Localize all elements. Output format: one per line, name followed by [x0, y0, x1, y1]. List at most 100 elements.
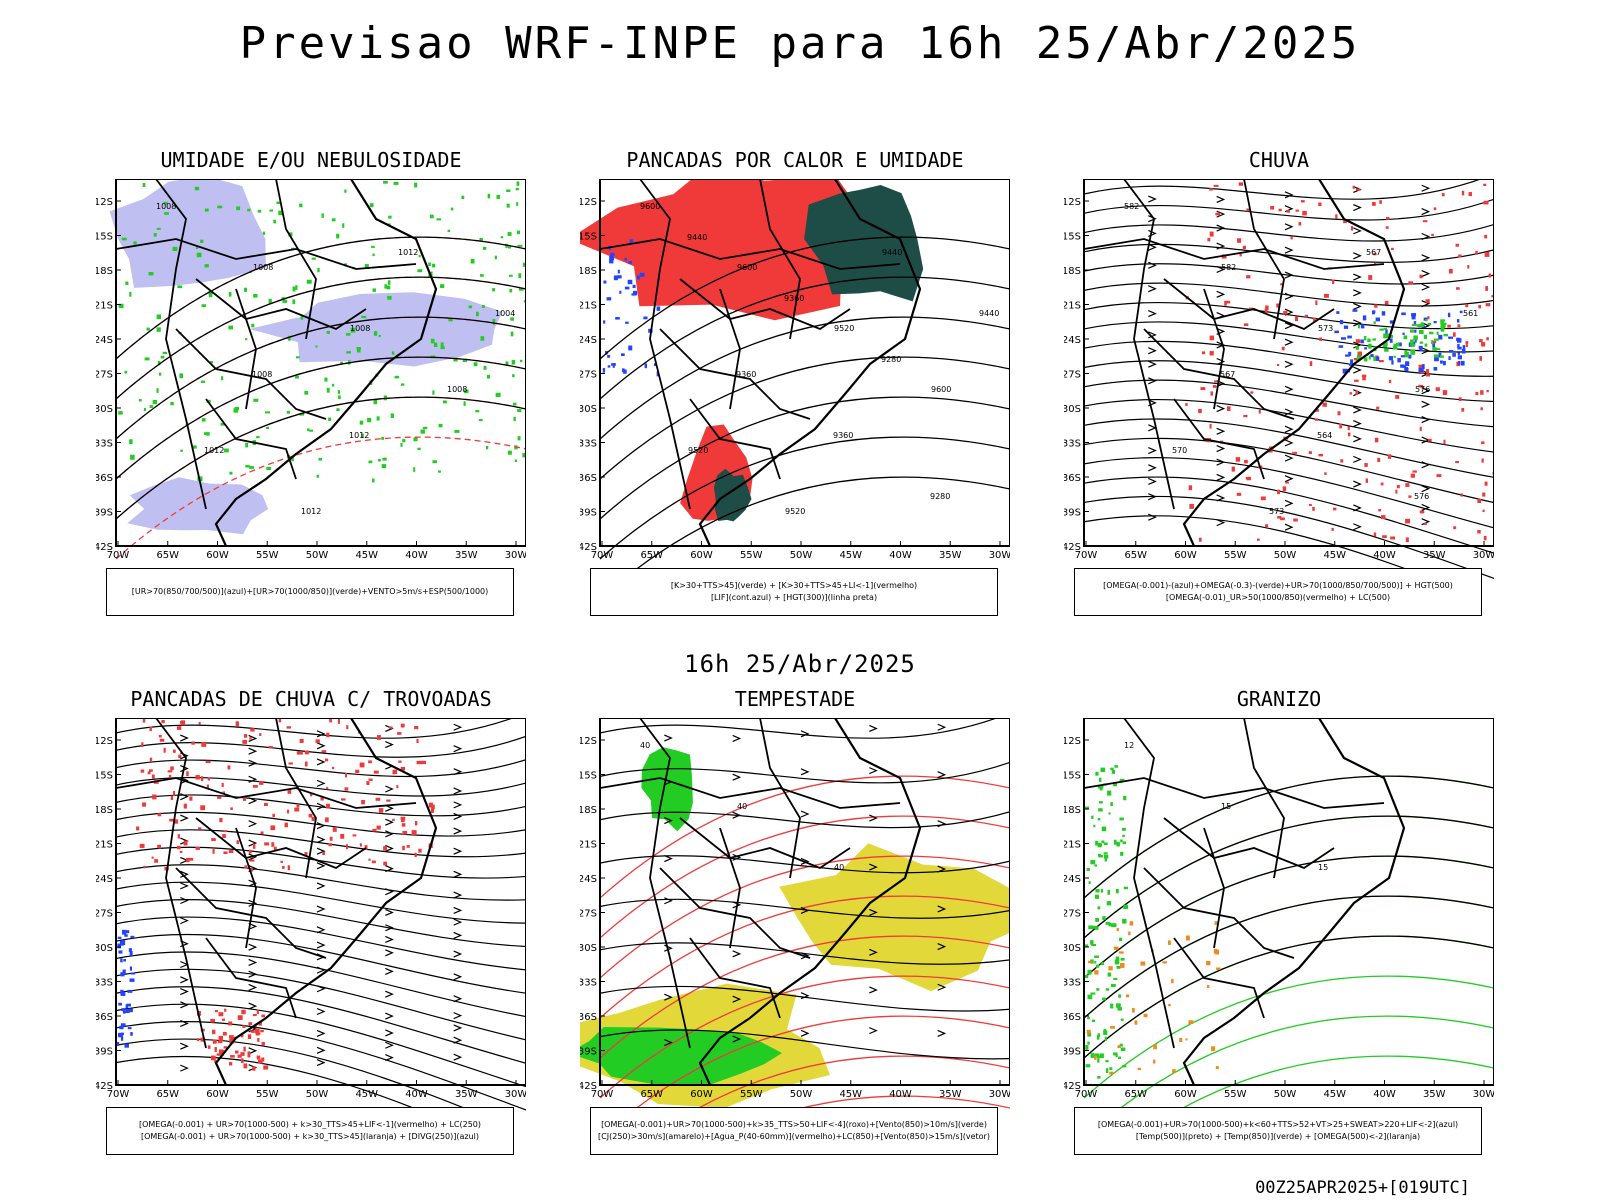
rain-mark — [1379, 200, 1382, 204]
panel-title: PANCADAS DE CHUVA C/ TROVOADAS — [130, 687, 492, 711]
humidity-mark — [344, 189, 347, 193]
lon-label: 35W — [939, 1089, 962, 1100]
thunder-mark — [418, 848, 422, 853]
lat-label: 27S — [580, 370, 597, 381]
streamline — [115, 916, 526, 971]
temp-mark — [1122, 834, 1125, 838]
thunder-mark — [340, 798, 346, 801]
lat-label: 12S — [96, 197, 113, 208]
weather-map: 12151512S15S18S21S24S27S30S33S36S39S42S7… — [1064, 718, 1494, 1118]
rain-mark — [1391, 360, 1394, 365]
rain-mark — [1486, 337, 1489, 341]
humidity-mark — [372, 253, 375, 257]
state-border — [639, 179, 691, 510]
temp-mark — [1095, 889, 1100, 893]
thunder-mark — [286, 809, 290, 814]
lat-label: 36S — [1064, 473, 1081, 484]
humidity-mark — [164, 212, 169, 215]
rain-mark — [1419, 510, 1425, 514]
lif-mark — [644, 363, 648, 369]
humidity-mark — [384, 284, 387, 289]
contour-label: 9440 — [979, 309, 999, 318]
streamline-arrow — [1421, 322, 1431, 330]
rain-mark — [1278, 208, 1282, 212]
rain-mark — [1285, 481, 1289, 484]
thunder-mark — [247, 1034, 252, 1040]
humidity-mark — [517, 436, 521, 441]
rain-mark — [1440, 326, 1445, 332]
rain-mark — [1339, 319, 1344, 325]
streamline-arrow — [732, 995, 742, 1003]
temp-mark — [1122, 841, 1127, 845]
rain-mark — [1453, 526, 1457, 530]
rain-mark — [1410, 473, 1416, 478]
contour-label: 1004 — [495, 309, 515, 318]
rain-mark — [1484, 234, 1488, 239]
rain-mark — [1432, 347, 1437, 352]
humidity-mark — [508, 274, 513, 277]
humidity-mark — [422, 426, 428, 430]
thunder-mark — [321, 750, 327, 753]
temp-mark — [1096, 988, 1100, 991]
humidity-mark — [268, 298, 272, 304]
contour-line — [599, 895, 1010, 1019]
streamline-arrow — [664, 993, 673, 1001]
omega-mark — [1162, 961, 1167, 964]
thunder-mark — [195, 775, 200, 780]
lif-mark — [628, 261, 632, 264]
thunder-mark — [364, 845, 368, 850]
rain-mark — [1423, 334, 1427, 340]
state-border — [175, 328, 327, 420]
thunder-mark — [198, 721, 201, 725]
temp-mark — [1099, 787, 1103, 791]
rain-mark — [1322, 402, 1327, 407]
lon-label: 65W — [156, 550, 179, 561]
lon-label: 30W — [1473, 550, 1494, 561]
humidity-mark — [475, 410, 480, 413]
lif-mark — [606, 297, 612, 301]
streamline-arrow — [1284, 499, 1294, 507]
temp-mark — [1102, 997, 1106, 1001]
rain-mark — [1410, 349, 1416, 354]
temp-mark — [1099, 1053, 1104, 1059]
rain-mark — [1468, 192, 1472, 197]
humidity-mark — [326, 330, 330, 334]
temp-mark — [1109, 1067, 1113, 1070]
streamline-arrow — [664, 855, 673, 863]
humidity-mark — [129, 291, 132, 297]
temp-mark — [1094, 961, 1097, 964]
streamline-arrow — [453, 801, 463, 809]
streamline-arrow — [385, 818, 394, 826]
humidity-mark — [317, 267, 320, 273]
temp-mark — [1123, 904, 1129, 910]
streamline-arrow — [732, 853, 742, 861]
rain-mark — [1355, 346, 1360, 350]
temp-mark — [1095, 964, 1100, 968]
coastline — [1182, 179, 1406, 547]
streamline-arrow — [1284, 439, 1294, 447]
rain-mark — [1409, 329, 1414, 333]
coastline — [214, 179, 438, 547]
divergence-mark — [120, 1032, 124, 1036]
rain-mark — [1482, 509, 1485, 513]
thunder-mark — [414, 852, 417, 858]
streamline-arrow — [1353, 203, 1362, 212]
humidity-mark — [156, 388, 159, 393]
omega-mark — [1188, 1020, 1194, 1024]
rain-mark — [1265, 305, 1269, 311]
streamline-arrow — [248, 943, 258, 951]
streamline-arrow — [1353, 273, 1362, 281]
humidity-mark — [315, 345, 318, 348]
rain-mark — [1324, 472, 1327, 475]
temp-mark — [1085, 1044, 1089, 1050]
humidity-mark — [432, 263, 436, 268]
streamline-arrow — [453, 1053, 463, 1061]
contour-label: 1012 — [301, 507, 321, 516]
panel-pancadas-trovoadas: PANCADAS DE CHUVA C/ TROVOADAS 12S 15S 18S… — [96, 687, 526, 1167]
humidity-mark — [387, 280, 391, 285]
humidity-mark — [372, 478, 375, 483]
lif-mark — [617, 275, 622, 279]
humidity-mark — [262, 231, 266, 235]
contour-label: 570 — [1172, 446, 1187, 455]
streamline — [1083, 418, 1494, 478]
